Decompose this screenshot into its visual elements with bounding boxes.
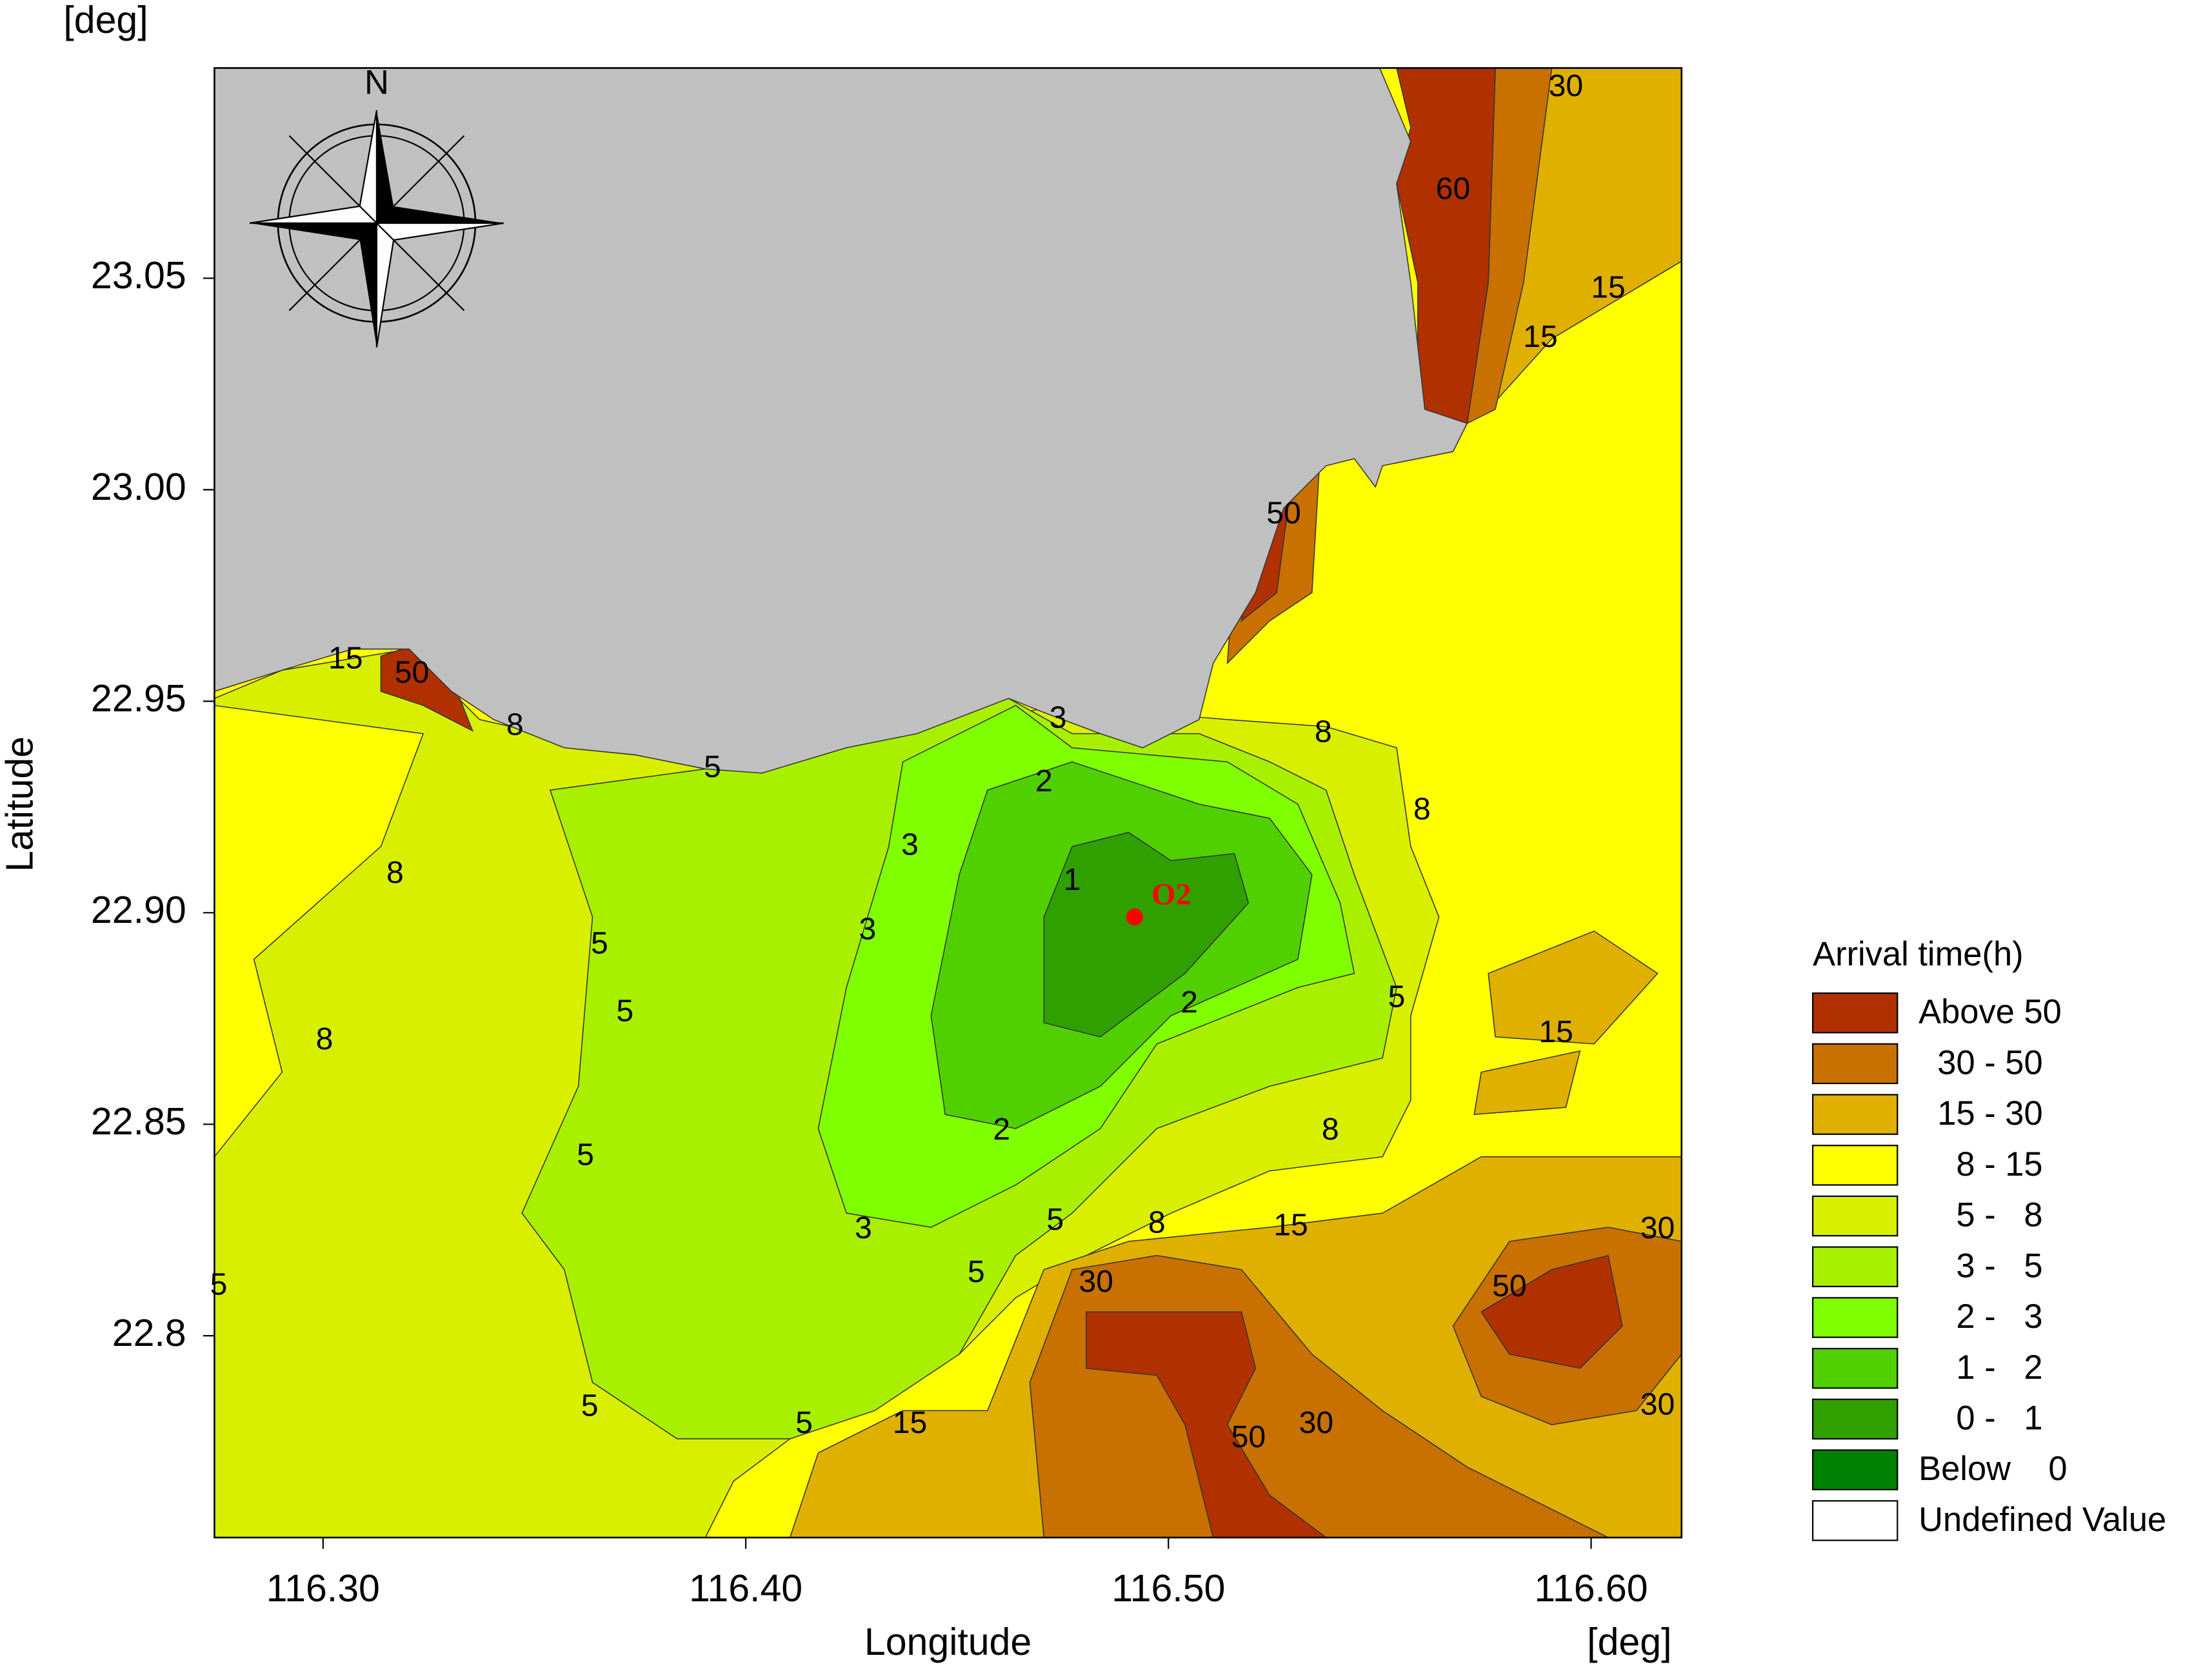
legend-swatch [1812,1195,1898,1237]
legend-label: 5 - 8 [1918,1196,2042,1234]
contour-label: 2 [993,1112,1010,1147]
contour-label: 5 [591,925,608,960]
land [214,67,1468,774]
x-tick-label: 116.30 [266,1567,380,1610]
x-axis-label: Longitude [864,1621,1031,1663]
legend-swatch [1812,1145,1898,1186]
legend-swatch [1812,1246,1898,1287]
contour-label: 50 [395,655,430,689]
legend-label: 3 - 5 [1918,1247,2042,1285]
compass-rose: N [249,64,504,348]
contour-label: 2 [1181,985,1198,1020]
x-unit: [deg] [1587,1621,1671,1663]
y-tick-label: 22.90 [91,889,186,931]
legend-label: 0 - 1 [1918,1399,2042,1437]
contour-label: 15 [1523,319,1558,354]
contour-label: 15 [328,641,363,676]
y-tick-label: 22.85 [91,1100,186,1143]
legend-swatch [1812,1094,1898,1135]
y-unit: [deg] [63,0,148,41]
contour-label: 5 [968,1254,985,1289]
y-axis-label: Latitude [0,736,41,872]
point-label: O2 [1151,877,1191,911]
legend-label: 8 - 15 [1918,1145,2042,1183]
contour-label: 5 [704,749,721,784]
contour-label: 30 [1640,1387,1675,1421]
contour-label: 3 [855,1210,872,1245]
contour-label: 30 [1299,1405,1334,1440]
contour-label: 1 [1064,862,1081,897]
y-tick-label: 22.8 [112,1312,186,1354]
y-tick-label: 23.05 [91,254,186,297]
legend-title: Arrival time(h) [1813,935,2024,973]
legend-label: Above 50 [1918,993,2062,1031]
legend-swatch [1812,992,1898,1034]
contour-label: 50 [1266,495,1301,530]
legend-label: 30 - 50 [1918,1043,2043,1081]
contour-label: 5 [1046,1202,1064,1237]
legend-label: 2 - 3 [1918,1298,2042,1336]
contour-label: 8 [506,707,524,742]
contour-label: 8 [316,1022,334,1056]
contour-label: 15 [893,1405,928,1440]
contour-label: 8 [386,855,404,890]
x-tick-label: 116.40 [689,1567,802,1610]
compass-label: N [364,64,389,102]
contour-label: 5 [1388,979,1406,1014]
contour-label: 15 [1273,1208,1308,1243]
contour-label: 5 [795,1405,813,1440]
contour-label: 8 [1315,714,1332,749]
legend-label: 15 - 30 [1918,1094,2043,1132]
plot-frame [214,67,1683,1539]
contour-label: 3 [1050,700,1067,735]
contour-label: 5 [210,1267,228,1302]
contour-label: 8 [1148,1205,1166,1239]
legend-swatch [1812,1449,1898,1490]
contour-label: 60 [1436,171,1471,206]
contour-region [1488,930,1659,1045]
contour-label: 15 [1591,270,1626,304]
contour-label: 30 [1640,1210,1675,1245]
contour-label: 15 [1539,1014,1573,1049]
contour-region [1473,1050,1581,1115]
legend-label: 1 - 2 [1918,1348,2042,1387]
contour-label: 8 [1413,792,1431,827]
contour-region [214,705,424,1158]
legend-swatch [1812,1297,1898,1338]
contour-region [1480,1254,1623,1369]
contour-label: 50 [1492,1269,1527,1303]
x-tick-label: 116.60 [1534,1567,1648,1610]
legend-label: Undefined Value [1918,1501,2166,1539]
contour-label: 3 [901,827,919,862]
legend-swatch [1812,1398,1898,1440]
legend-swatch [1812,1043,1898,1085]
contour-label: 30 [1079,1264,1113,1299]
x-tick-label: 116.50 [1111,1567,1225,1610]
contour-label: 8 [1322,1112,1339,1147]
legend-swatch [1812,1500,1898,1541]
contour-label: 5 [616,993,633,1028]
contour-label: 50 [1231,1419,1266,1454]
contour-label: 3 [859,912,877,947]
contour-label: 30 [1549,68,1584,103]
observation-point [1126,908,1143,926]
legend-swatch [1812,1348,1898,1389]
y-tick-label: 22.95 [91,677,186,720]
legend-label: Below 0 [1918,1450,2067,1488]
regions [214,67,1682,1538]
y-tick-label: 23.00 [91,466,186,508]
contour-label: 5 [581,1388,599,1423]
contour-label: 2 [1035,764,1053,798]
contour-region [1043,831,1250,1038]
contour-label: 5 [577,1137,594,1172]
